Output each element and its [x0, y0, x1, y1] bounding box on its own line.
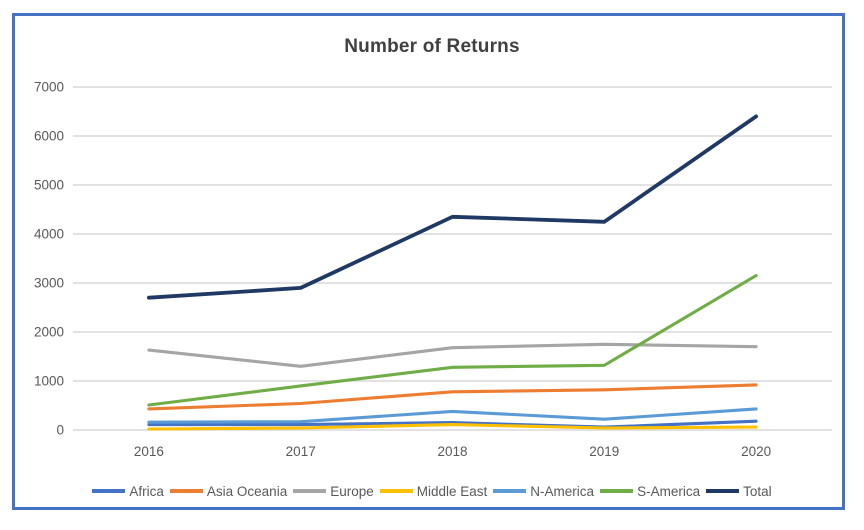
y-tick-label: 2000 [34, 325, 64, 340]
legend-label-europe: Europe [330, 483, 374, 499]
x-tick-label: 2019 [589, 444, 619, 459]
legend-swatch-africa [92, 489, 126, 493]
legend-swatch-n-america [493, 489, 527, 493]
y-tick-label: 5000 [34, 178, 64, 193]
series-line-asia-oceania [147, 383, 758, 411]
legend-label-n-america: N-America [530, 483, 595, 499]
legend-item-n-america: N-America [493, 484, 594, 499]
legend-swatch-europe [293, 489, 327, 493]
legend-label-middle-east: Middle East [416, 483, 488, 499]
y-tick-label: 6000 [34, 129, 64, 144]
x-tick-label: 2018 [437, 444, 467, 459]
legend-swatch-middle-east [379, 489, 413, 493]
x-tick-label: 2017 [286, 444, 316, 459]
series-line-total [146, 114, 758, 300]
legend-item-africa: Africa [92, 484, 164, 499]
series-line-s-america [147, 274, 758, 407]
series-line-europe [147, 342, 758, 368]
chart-legend: Africa Asia Oceania Europe Middle East N-Ame… [0, 481, 864, 501]
y-tick-label: 3000 [34, 276, 64, 291]
x-tick-label: 2020 [741, 444, 771, 459]
y-tick-label: 0 [56, 423, 64, 438]
legend-item-total: Total [706, 484, 772, 499]
y-tick-label: 4000 [34, 227, 64, 242]
legend-item-s-america: S-America [600, 484, 700, 499]
legend-swatch-s-america [600, 489, 634, 493]
legend-swatch-asia-oceania [169, 489, 203, 493]
y-tick-label: 1000 [34, 374, 64, 389]
legend-item-middle-east: Middle East [379, 483, 488, 499]
series-line-africa [147, 419, 758, 429]
x-tick-label: 2016 [134, 444, 164, 459]
chart-title: Number of Returns [344, 36, 520, 57]
legend-swatch-total [706, 489, 740, 493]
legend-item-europe: Europe [293, 484, 374, 499]
legend-item-asia-oceania: Asia Oceania [169, 483, 288, 499]
series-line-middle-east [147, 423, 758, 431]
legend-label-s-america: S-America [637, 483, 701, 499]
legend-label-africa: Africa [129, 483, 164, 499]
y-tick-label: 7000 [34, 80, 64, 95]
legend-label-total: Total [743, 483, 772, 499]
series-line-n-america [147, 407, 758, 424]
legend-label-asia-oceania: Asia Oceania [206, 483, 288, 499]
